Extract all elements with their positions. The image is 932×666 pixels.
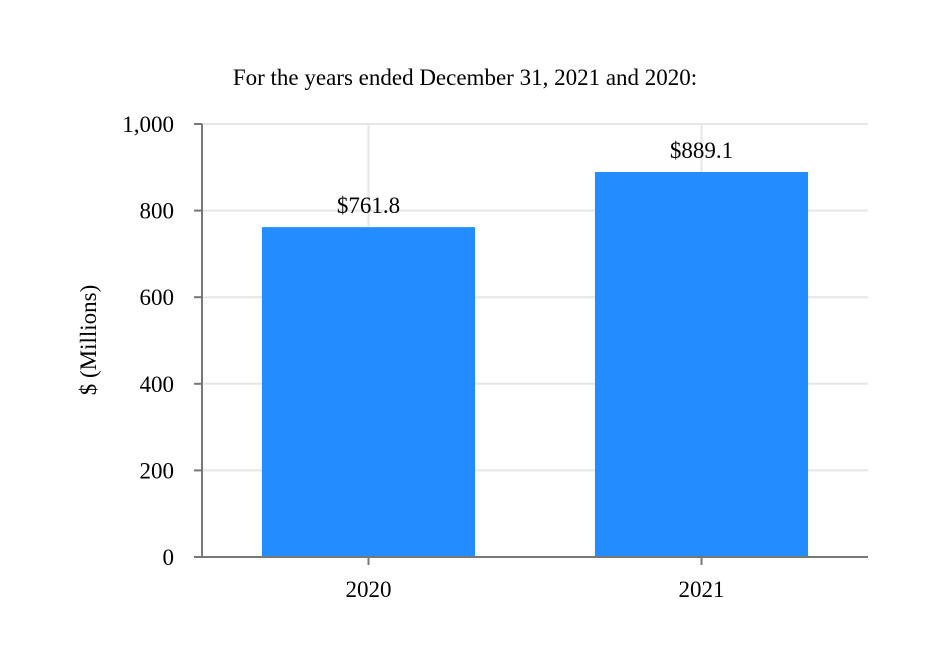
labels: $761.8 $889.1 0 200 400 600 800 1,000 2020 2021 xyxy=(122,112,733,602)
y-axis-label: $ (Millions) xyxy=(76,285,101,396)
y-tick-label: 400 xyxy=(140,372,175,397)
data-label-2021: $889.1 xyxy=(670,138,733,163)
y-tick-label: 600 xyxy=(140,285,175,310)
y-tick-label: 0 xyxy=(163,545,175,570)
y-tick-label: 800 xyxy=(140,199,175,224)
bar-2021 xyxy=(594,172,809,557)
y-tick-label: 200 xyxy=(140,458,175,483)
chart-title: For the years ended December 31, 2021 an… xyxy=(233,65,697,90)
data-label-2020: $761.8 xyxy=(337,193,400,218)
x-tick-label: 2021 xyxy=(679,577,725,602)
bar-2020 xyxy=(261,227,476,557)
x-tick-label: 2020 xyxy=(346,577,392,602)
y-tick-label: 1,000 xyxy=(122,112,174,137)
bars xyxy=(261,172,809,557)
axes xyxy=(194,123,868,565)
